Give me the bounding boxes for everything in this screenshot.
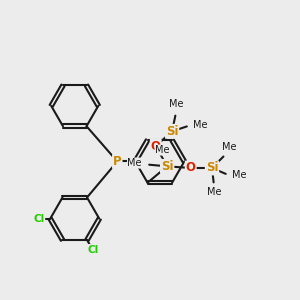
- Text: O: O: [186, 161, 196, 175]
- Text: Me: Me: [222, 142, 236, 152]
- Text: Si: Si: [161, 160, 173, 173]
- Text: O: O: [151, 140, 161, 153]
- Text: Cl: Cl: [33, 214, 44, 224]
- Text: Me: Me: [128, 158, 142, 168]
- Text: Cl: Cl: [87, 245, 98, 255]
- Text: Me: Me: [193, 120, 208, 130]
- Text: Me: Me: [232, 169, 247, 179]
- Text: Si: Si: [166, 125, 178, 138]
- Text: Me: Me: [169, 99, 183, 109]
- Text: Me: Me: [207, 187, 222, 197]
- Text: Me: Me: [155, 145, 169, 155]
- Text: Si: Si: [206, 161, 218, 175]
- Text: P: P: [113, 155, 122, 168]
